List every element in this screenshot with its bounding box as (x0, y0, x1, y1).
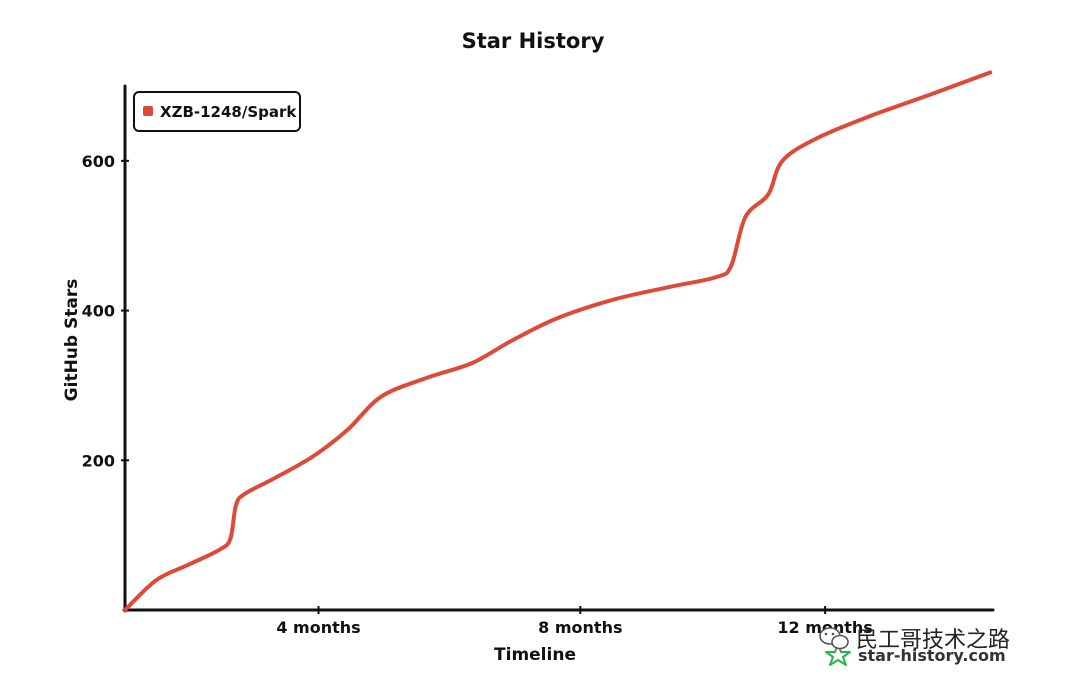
wechat-account-name: 民工哥技术之路 (856, 628, 1010, 653)
series-line-xzb-1248-spark (123, 70, 993, 612)
legend-swatch (143, 106, 153, 116)
star-history-logo-icon (825, 643, 851, 666)
wechat-icon (819, 627, 849, 650)
y-axis-label: GitHub Stars (62, 279, 82, 402)
y-tick-label: 600 (82, 152, 115, 171)
legend-box (133, 91, 301, 132)
wechat-watermark: 民工哥技术之路 (819, 627, 1010, 653)
x-ticks: 4 months 8 months 12 months (276, 606, 873, 637)
x-tick-label: 8 months (538, 618, 622, 637)
y-ticks: 200 400 600 (82, 152, 129, 470)
x-axis-label: Timeline (494, 645, 576, 665)
x-tick-label: 4 months (276, 618, 360, 637)
legend-label: XZB-1248/Spark (160, 103, 297, 121)
watermark: star-history.com (825, 643, 1006, 666)
x-tick-label: 12 months (777, 618, 872, 637)
legend: XZB-1248/Spark (133, 91, 301, 132)
chart-title: Star History (462, 29, 605, 53)
watermark-site: star-history.com (858, 646, 1006, 665)
y-tick-label: 400 (82, 302, 115, 321)
y-tick-label: 200 (82, 451, 115, 470)
